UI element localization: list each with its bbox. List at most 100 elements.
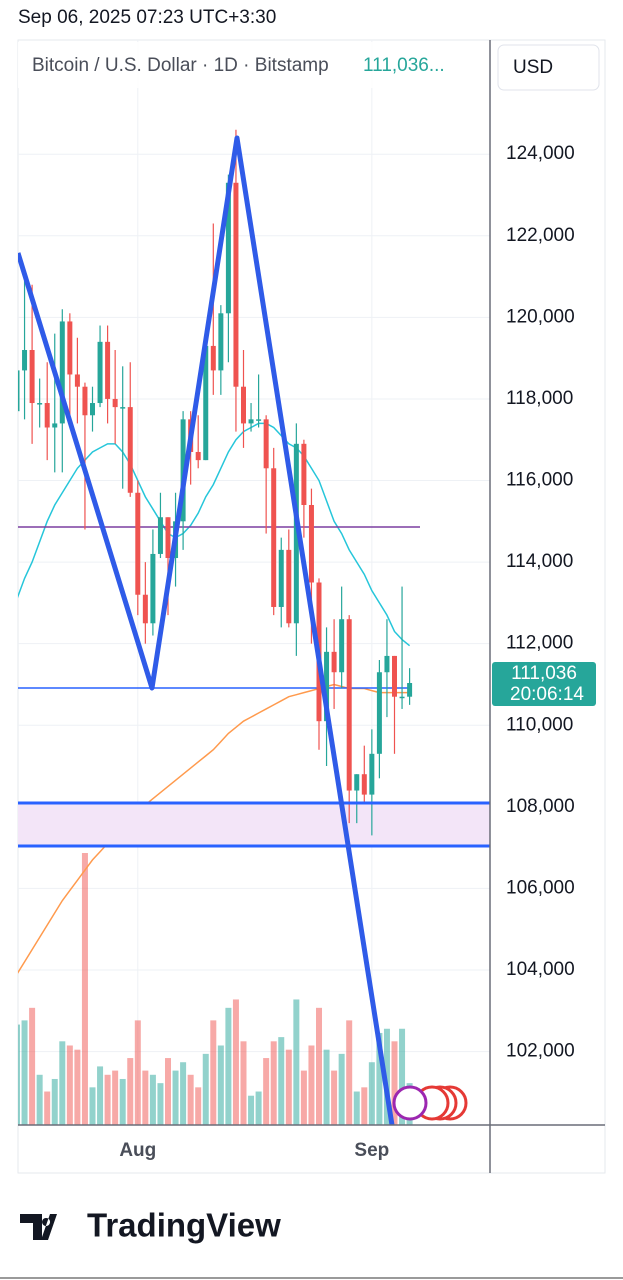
candle-body: [263, 419, 269, 469]
event-icon[interactable]: [392, 1085, 428, 1121]
y-tick-label: 106,000: [506, 877, 575, 898]
candle-body: [354, 774, 360, 791]
candle-body: [376, 672, 382, 754]
candle-body: [90, 403, 95, 416]
volume-bar: [391, 1041, 398, 1125]
volume-bar: [278, 1037, 285, 1125]
y-tick-label: 102,000: [506, 1041, 575, 1062]
candle-body: [127, 407, 133, 493]
candle-body: [74, 374, 80, 387]
volume-bar: [104, 1074, 111, 1125]
candle-body: [52, 423, 58, 428]
legend-bg: [18, 42, 458, 88]
volume-bar: [142, 1070, 149, 1125]
volume-bar: [202, 1053, 209, 1125]
candle-body: [256, 419, 262, 421]
volume-bar: [89, 1087, 96, 1125]
volume-bar: [21, 1020, 28, 1125]
candle-body: [407, 683, 413, 697]
candle-body: [225, 182, 231, 314]
volume-bar: [248, 1095, 255, 1125]
drawings: [18, 135, 490, 1125]
grid: [18, 40, 490, 1125]
volume-bar: [217, 1045, 224, 1125]
y-tick-label: 116,000: [506, 470, 573, 491]
candle-body: [331, 651, 337, 673]
volume-bar: [399, 1028, 406, 1125]
candle-body: [218, 313, 224, 371]
currency[interactable]: USD: [513, 57, 553, 78]
volume-bar: [180, 1062, 187, 1125]
volume-bar: [172, 1070, 179, 1125]
volume-bar: [285, 1049, 292, 1125]
candle-body: [293, 443, 299, 624]
candle-body: [165, 517, 171, 559]
candle-body: [44, 403, 50, 428]
volume-bar: [331, 1070, 338, 1125]
volume-bar: [338, 1053, 345, 1125]
y-tick-label: 122,000: [506, 225, 575, 246]
candle-body: [346, 619, 352, 791]
volume-bar: [44, 1091, 51, 1125]
volume-bar: [119, 1078, 126, 1125]
y-tick-label: 124,000: [506, 143, 575, 164]
volume-bar: [149, 1074, 156, 1125]
candle-body: [271, 468, 277, 607]
currency-button[interactable]: [497, 44, 600, 91]
brand: TradingView: [87, 1207, 281, 1244]
candle-body: [18, 370, 20, 412]
y-tick-label: 110,000: [506, 714, 573, 735]
volume-pane: [18, 853, 413, 1125]
zone: [18, 803, 490, 846]
candle-body: [67, 321, 73, 375]
volume-bar: [127, 1058, 134, 1125]
volume-bar: [361, 1087, 368, 1125]
candle-body: [278, 549, 284, 607]
volume-bar: [368, 1062, 375, 1125]
volume-bar: [210, 1020, 217, 1125]
volume-bar: [195, 1087, 202, 1125]
volume-bar: [36, 1074, 43, 1125]
candle-body: [157, 517, 163, 554]
candle-body: [384, 655, 390, 673]
volume-bar: [187, 1074, 194, 1125]
candle-body: [195, 451, 201, 461]
y-tick-label: 118,000: [506, 388, 573, 409]
candle-body: [248, 419, 254, 424]
zigzag-drawing: [18, 135, 395, 1125]
volume-bar: [59, 1041, 66, 1125]
volume-bar: [232, 999, 239, 1125]
y-tick-label: 104,000: [506, 959, 575, 980]
candle-body: [82, 386, 88, 416]
price-tag-label: 111,036: [511, 663, 577, 684]
candle-body: [203, 345, 209, 461]
countdown: 20:06:14: [510, 684, 584, 705]
candle-body: [392, 655, 397, 697]
volume-bar: [66, 1045, 73, 1125]
candle-body: [399, 696, 405, 699]
legend-price: 111,036...: [363, 55, 445, 76]
volume-bar: [263, 1058, 270, 1125]
candle-body: [59, 321, 65, 424]
y-tick-label: 120,000: [506, 306, 575, 327]
moving-average: [18, 683, 410, 974]
candle-body: [210, 345, 216, 371]
candle-body: [369, 753, 375, 795]
candle-body: [135, 492, 141, 595]
volume-bar: [51, 1078, 58, 1125]
candle-body: [112, 398, 118, 408]
candle-body: [29, 350, 35, 404]
volume-bar: [308, 1045, 315, 1125]
candle-body: [339, 619, 345, 673]
candle-body: [361, 774, 367, 795]
candle-body: [180, 419, 186, 522]
candle-body: [105, 341, 111, 399]
symbol-title[interactable]: Bitcoin / U.S. Dollar · 1D · Bitstamp: [32, 55, 329, 76]
volume-bar: [270, 1041, 277, 1125]
candle-body: [37, 403, 43, 405]
volume-bar: [165, 1058, 171, 1125]
x-tick-label: Sep: [354, 1140, 389, 1161]
volume-bar: [255, 1091, 262, 1125]
